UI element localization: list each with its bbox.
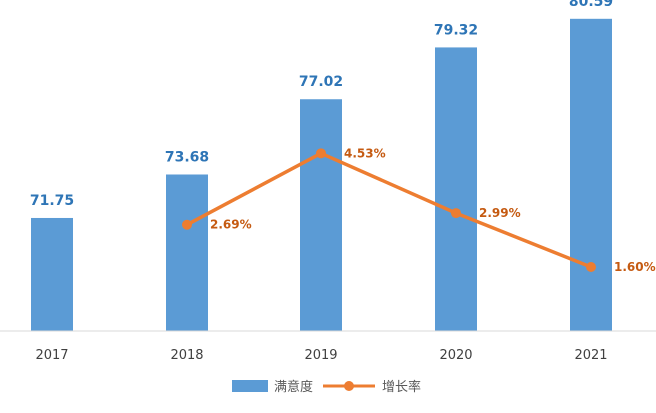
- growth-rate-point-2021: [586, 262, 596, 273]
- legend-bar-label: 满意度: [274, 379, 313, 395]
- legend-bar-swatch: [232, 380, 268, 392]
- growth-rate-line: [186, 151, 592, 269]
- labels-layer: 71.75 73.68 77.02 79.32 80.59 2.69% 4.53% 2.99%…: [30, 0, 656, 274]
- bar-value-label-2018: 73.68: [165, 149, 209, 165]
- bar-2017: [31, 217, 73, 331]
- growth-rate-point-2019: [316, 148, 326, 159]
- x-tick-2018: 2018: [170, 348, 203, 363]
- x-tick-2021: 2021: [574, 348, 607, 363]
- bar-2018: [166, 174, 208, 331]
- legend-line-marker: [344, 381, 354, 391]
- bar-2021: [570, 18, 612, 331]
- bars-layer: [31, 18, 612, 331]
- x-tick-2020: 2020: [439, 348, 472, 363]
- bar-value-label-2017: 71.75: [30, 193, 74, 209]
- legend: 满意度 增长率: [232, 379, 421, 395]
- bar-2020: [435, 47, 477, 331]
- x-tick-2017: 2017: [35, 348, 68, 363]
- x-tick-2019: 2019: [304, 348, 337, 363]
- growth-rate-label-2021: 1.60%: [614, 260, 656, 274]
- legend-line-label: 增长率: [382, 379, 421, 395]
- bar-value-label-2021: 80.59: [569, 0, 613, 10]
- ticks-layer: 2017 2018 2019 2020 2021: [35, 348, 607, 363]
- bar-2019: [300, 99, 342, 331]
- bar-value-label-2019: 77.02: [299, 74, 343, 90]
- growth-rate-label-2019: 4.53%: [344, 146, 386, 160]
- line-layer: [182, 148, 596, 273]
- growth-rate-point-2018: [182, 219, 192, 230]
- growth-rate-label-2018: 2.69%: [210, 218, 252, 232]
- growth-rate-point-2020: [451, 208, 461, 219]
- growth-rate-label-2020: 2.99%: [479, 206, 521, 220]
- bar-value-label-2020: 79.32: [434, 22, 478, 38]
